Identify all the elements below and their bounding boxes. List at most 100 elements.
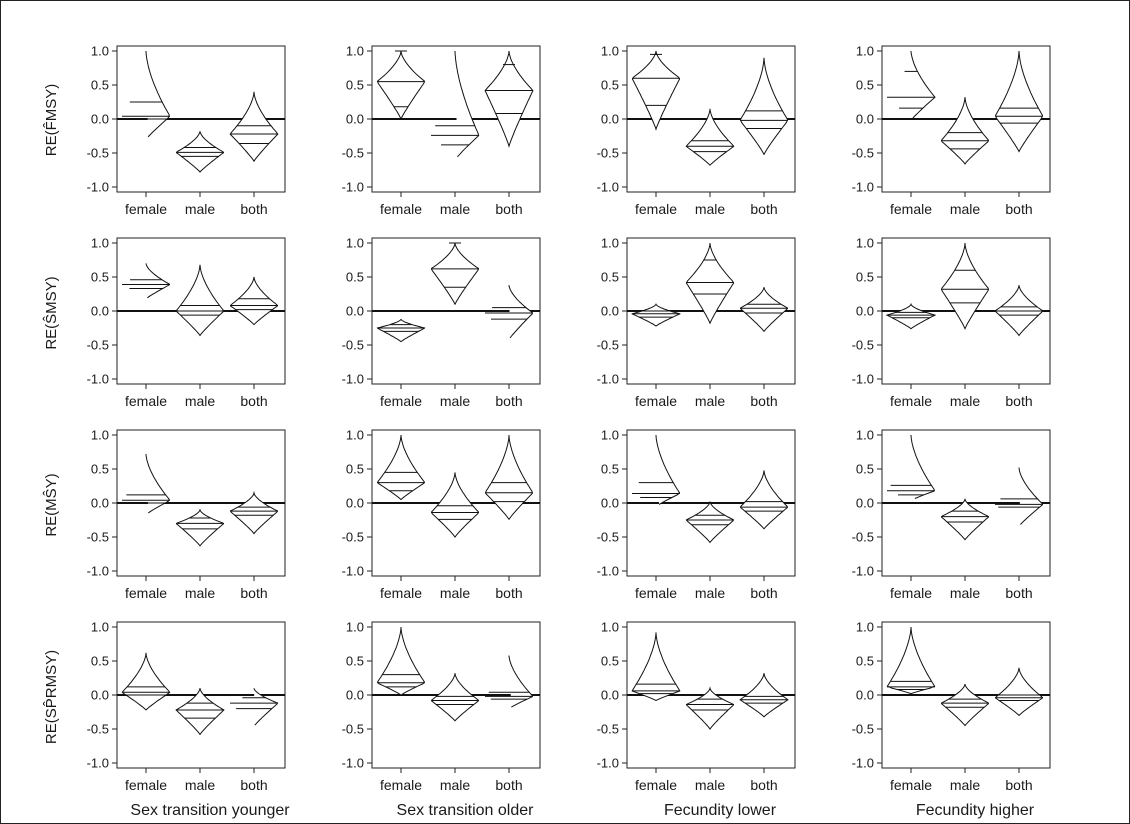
y-tick-label: 0.0	[601, 112, 619, 127]
scenario-label-fecundity-higher: Fecundity higher	[916, 802, 1035, 819]
category-label-both: both	[495, 585, 522, 601]
panel-r1-c3: 1.0 0.5 0.0 -0.5 -1.0 female male both	[852, 236, 1051, 409]
violin-female	[145, 453, 170, 514]
violin-female	[145, 263, 170, 299]
violin-both	[995, 285, 1043, 337]
category-label-female: female	[890, 201, 932, 217]
y-tick-label: -1.0	[342, 564, 364, 579]
y-tick-label: -1.0	[597, 372, 619, 387]
y-tick-label: 1.0	[856, 236, 874, 251]
row-label-group: RE(F̂MSY) RE(ŜMSY) RE(MŜY) RE(SP̂RMSY)	[43, 84, 60, 744]
y-tick-label: -0.5	[597, 722, 619, 737]
y-tick-label: -0.5	[87, 530, 109, 545]
category-label-male: male	[695, 585, 726, 601]
violin-male	[685, 108, 735, 166]
y-tick-label: 0.5	[91, 78, 109, 93]
y-tick-label: 1.0	[91, 620, 109, 635]
violin-female	[631, 632, 681, 701]
y-tick-label: 0.0	[601, 688, 619, 703]
category-label-female: female	[125, 585, 167, 601]
category-label-both: both	[750, 201, 777, 217]
category-label-female: female	[890, 777, 932, 793]
y-tick-label: -1.0	[342, 180, 364, 195]
scenario-label-older: Sex transition older	[397, 802, 535, 819]
y-tick-label: -0.5	[597, 530, 619, 545]
violin-both	[740, 470, 788, 530]
panel-r3-c1: 1.0 0.5 0.0 -0.5 -1.0 female male both	[342, 620, 541, 793]
category-label-both: both	[495, 777, 522, 793]
y-tick-label: 0.5	[856, 78, 874, 93]
category-label-female: female	[635, 777, 677, 793]
category-label-male: male	[185, 201, 216, 217]
y-tick-label: 0.0	[91, 304, 109, 319]
y-tick-label: 1.0	[601, 620, 619, 635]
y-tick-label: 0.0	[346, 688, 364, 703]
violin-both	[229, 490, 279, 535]
scenario-label-younger: Sex transition younger	[130, 802, 290, 819]
y-tick-label: 0.5	[346, 462, 364, 477]
row-label-fmsy: RE(F̂MSY)	[43, 84, 60, 157]
y-tick-label: 0.0	[856, 688, 874, 703]
violin-female	[910, 50, 936, 119]
y-tick-label: 0.5	[601, 654, 619, 669]
y-tick-label: 1.0	[856, 620, 874, 635]
category-label-male: male	[695, 201, 726, 217]
category-label-both: both	[1005, 201, 1032, 217]
panel-r1-c0: 1.0 0.5 0.0 -0.5 -1.0 female male both	[87, 236, 286, 409]
y-tick-label: 1.0	[856, 428, 874, 443]
category-label-male: male	[185, 393, 216, 409]
y-tick-label: 1.0	[601, 44, 619, 59]
panel-r2-c3: 1.0 0.5 0.0 -0.5 -1.0 female male both	[852, 428, 1051, 601]
violin-male	[940, 498, 990, 541]
category-label-female: female	[890, 393, 932, 409]
scenario-label-fecundity-lower: Fecundity lower	[664, 802, 777, 819]
y-tick-label: 1.0	[346, 236, 364, 251]
y-tick-label: 0.0	[856, 112, 874, 127]
violin-male	[431, 472, 479, 538]
category-label-male: male	[950, 393, 981, 409]
y-tick-label: 1.0	[91, 236, 109, 251]
violin-male	[686, 686, 734, 730]
violin-both	[739, 673, 789, 718]
y-tick-label: 0.5	[346, 270, 364, 285]
panel-r3-c0: 1.0 0.5 0.0 -0.5 -1.0 female male both	[87, 620, 286, 793]
category-label-male: male	[185, 585, 216, 601]
row-label-sprmsy: RE(SP̂RMSY)	[43, 650, 60, 744]
category-label-male: male	[695, 777, 726, 793]
y-tick-label: -1.0	[87, 756, 109, 771]
violin-both	[508, 655, 533, 708]
violin-female	[145, 50, 170, 138]
y-tick-label: 0.5	[346, 654, 364, 669]
violin-female	[631, 50, 681, 131]
category-label-both: both	[750, 393, 777, 409]
violin-both	[995, 50, 1043, 153]
violin-male	[175, 508, 225, 547]
violin-male	[454, 50, 480, 158]
y-tick-label: 0.0	[856, 304, 874, 319]
y-tick-label: -1.0	[342, 372, 364, 387]
y-tick-label: -1.0	[597, 756, 619, 771]
y-tick-label: -1.0	[87, 564, 109, 579]
y-tick-label: 0.0	[601, 496, 619, 511]
y-tick-label: 0.0	[601, 304, 619, 319]
y-tick-label: -1.0	[597, 564, 619, 579]
y-tick-label: 0.5	[601, 78, 619, 93]
y-tick-label: -0.5	[852, 722, 874, 737]
y-tick-label: 0.0	[346, 112, 364, 127]
violin-female	[910, 434, 935, 499]
category-label-both: both	[1005, 777, 1032, 793]
category-label-both: both	[495, 393, 522, 409]
category-label-both: both	[1005, 393, 1032, 409]
violin-female	[377, 434, 425, 501]
y-tick-label: 0.0	[856, 496, 874, 511]
scenario-label-group: Sex transition younger Sex transition ol…	[130, 802, 1034, 819]
y-tick-label: -1.0	[852, 372, 874, 387]
violin-male	[175, 131, 225, 173]
violin-female	[377, 626, 425, 696]
violin-male	[941, 97, 989, 165]
category-label-male: male	[440, 585, 471, 601]
y-tick-label: 0.5	[91, 270, 109, 285]
violin-female	[376, 50, 426, 121]
y-tick-label: -0.5	[342, 146, 364, 161]
